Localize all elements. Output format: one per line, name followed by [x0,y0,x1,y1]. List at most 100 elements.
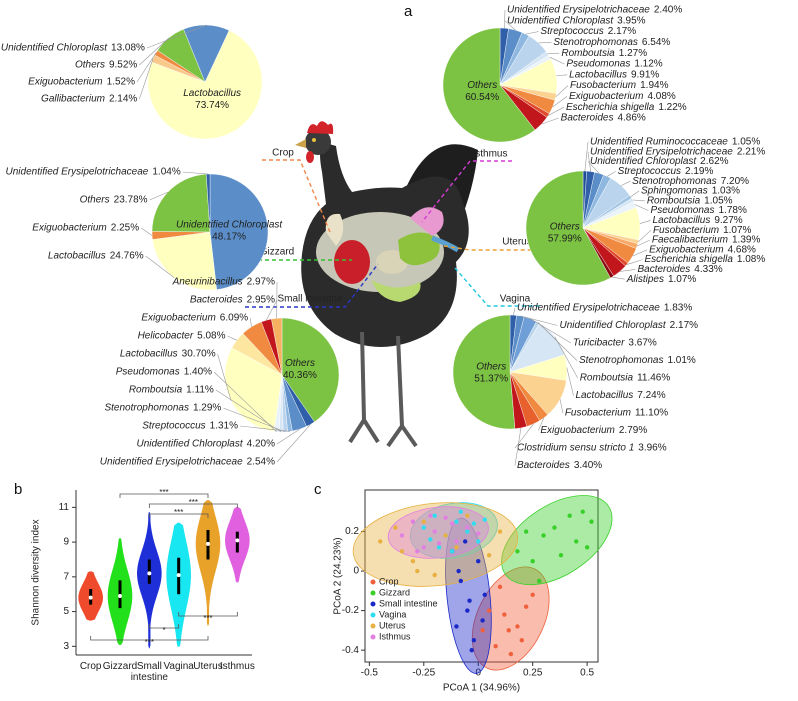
scatter-point [486,553,492,558]
slice-value: 1.31% [210,421,238,432]
scatter-point [482,592,487,597]
slice-value: 3.67% [628,338,656,349]
slice-name: Others [550,221,580,232]
violin-median [118,593,122,598]
y-axis-label: PCoA 2 (24.23%) [333,537,344,614]
organ-label: Vagina [500,294,531,305]
leader-line [276,428,300,445]
significance-label: *** [159,488,168,497]
pie-slice [525,170,611,286]
leader-line [549,56,565,65]
slice-value: 2.62% [700,156,728,167]
slice-value: 60.54% [465,92,499,103]
leader-line [213,371,277,432]
y-tick-label: 0.2 [345,526,359,537]
significance-bracket [148,513,209,518]
slice-value: 2.25% [111,223,139,234]
scatter-point [443,533,448,538]
slice-value: 9.27% [714,215,742,226]
scatter-point [515,624,520,629]
leader-line [619,269,636,272]
slice-value: 2.97% [247,277,275,288]
slice-name: Fusobacterium [653,225,719,236]
leader-line [217,353,232,401]
slice-value: 1.29% [193,403,221,414]
y-axis-label: Shannon diversity index [31,519,42,625]
slice-value: 1.01% [667,355,695,366]
leader-line [215,389,282,433]
scatter-point [471,638,477,643]
slice-name: Helicobacter [138,331,194,342]
scatter-point [519,638,524,643]
leader-line [587,151,591,172]
scatter-point [432,529,437,534]
leader-line [634,204,649,211]
scatter-point [458,578,464,584]
slice-value: 3.96% [638,443,666,454]
scatter-point [476,558,481,564]
panel-label: b [14,481,22,498]
leader-line [607,171,616,177]
slice-value: 30.70% [182,349,216,360]
leader-line [632,249,648,257]
x-tick-label: Uterus [193,661,223,672]
legend-marker [370,634,376,640]
chicken-illustration [295,121,478,448]
slice-value: 9.52% [109,60,137,71]
slice-name: Sphingomonas [641,186,708,197]
scatter-point [465,529,470,534]
slice-name: Alistipes [626,274,664,285]
slice-name: Others [476,361,506,372]
scatter-point [432,572,437,578]
scatter-point [465,608,470,613]
slice-value: 57.99% [548,233,582,244]
scatter-point [506,628,511,633]
slice-value: 2.79% [619,425,647,436]
significance-label: *** [145,638,154,647]
leader-line [587,161,600,174]
slice-value: 2.19% [685,166,713,177]
leader-line [182,171,209,175]
slice-name: Escherichia shigella [566,102,655,113]
slice-value: 2.14% [109,94,137,105]
leader-line [146,24,207,49]
slice-name: Unidentified Chloroplast [507,15,614,26]
slice-name: Streptococcus [618,166,681,177]
scatter-point [482,517,487,522]
scatter-point [454,545,459,550]
slice-name: Unidentified Chloroplast [1,43,108,54]
scatter-point [515,549,520,554]
organ-label: Uterus [502,237,531,248]
scatter-point [393,525,398,530]
scatter-point [497,584,503,590]
scatter-point [486,608,492,613]
leader-line [140,227,153,236]
leader-line [249,317,252,327]
x-tick-label: 0.5 [580,668,594,679]
slice-value: 1.11% [186,385,214,396]
scatter-point [469,647,474,653]
organ-label: Isthmus [472,149,507,160]
scatter-point [456,568,461,574]
slice-value: 1.22% [658,102,686,113]
slice-name: Faecalibacterium [652,235,728,246]
slice-name: Unidentified Erysipelotrichaceae [507,5,650,16]
scatter-point [465,525,470,530]
scatter-point [502,612,507,617]
slice-name: Aneurinibacillus [172,277,243,288]
scatter-point [552,525,557,530]
scatter-point [449,521,455,526]
slice-name: Others [285,358,315,369]
scatter-point [471,521,477,526]
slice-name: Romboutsia [561,48,615,59]
leader-line [541,117,559,125]
slice-value: 3.95% [617,15,645,26]
leader-line [538,417,545,431]
scatter-point [523,604,529,609]
y-tick-label: 11 [59,502,70,513]
significance-bracket [178,612,238,617]
legend-label: Gizzard [379,587,410,597]
slice-value: 23.78% [114,195,148,206]
scatter-point [415,568,420,574]
pie-slice [271,317,283,376]
